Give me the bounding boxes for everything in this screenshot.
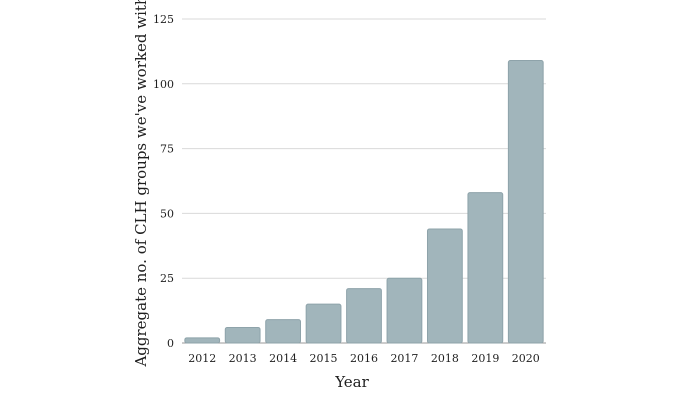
x-tick-label: 2018: [431, 352, 459, 365]
bar-layer: [184, 59, 544, 344]
x-axis-title: Year: [334, 373, 369, 391]
x-tick-layer: 2012 2013 2014 2015 2016 2017 2018 2019 2020: [188, 352, 540, 365]
bar-2018: [426, 228, 463, 344]
x-tick-label: 2012: [188, 352, 216, 365]
bar-2019: [467, 192, 504, 344]
y-tick-label: 125: [153, 13, 174, 26]
x-tick-label: 2017: [390, 352, 418, 365]
x-tick-label: 2014: [269, 352, 297, 365]
x-tick-label: 2019: [471, 352, 499, 365]
x-tick-label: 2020: [512, 352, 540, 365]
y-tick-label: 50: [160, 207, 174, 220]
bar-2015: [305, 303, 342, 344]
bar-2016: [346, 288, 382, 344]
bar-2014: [265, 319, 302, 344]
bar-2017: [386, 277, 423, 344]
y-axis-title: Aggregate no. of CLH groups we've worked…: [132, 0, 150, 368]
y-tick-label: 75: [160, 143, 174, 156]
x-tick-label: 2013: [229, 352, 257, 365]
x-tick-label: 2015: [310, 352, 338, 365]
x-tick-label: 2016: [350, 352, 378, 365]
bar-2020: [507, 59, 544, 344]
bar-2013: [224, 326, 261, 344]
bar-2012: [184, 337, 221, 344]
y-tick-layer: 0 25 50 75 100 125: [153, 13, 174, 350]
y-tick-label: 100: [153, 78, 174, 91]
y-tick-label: 0: [167, 337, 174, 350]
y-tick-label: 25: [160, 272, 174, 285]
